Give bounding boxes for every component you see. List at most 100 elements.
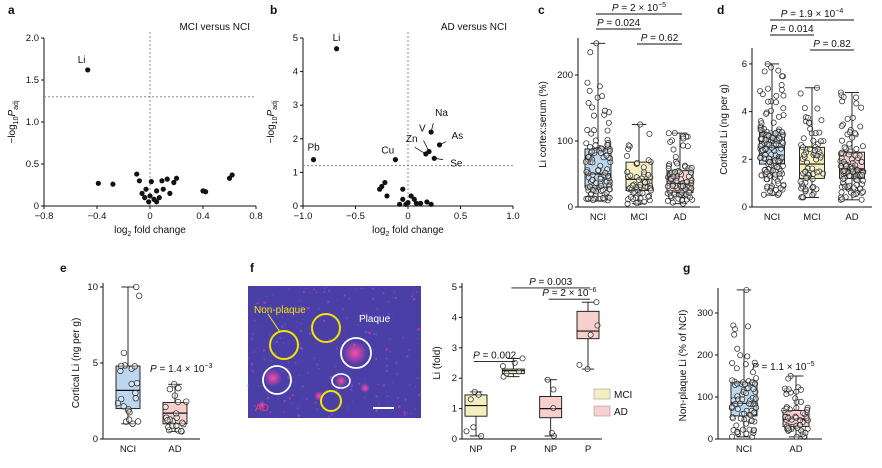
data-point [775, 67, 782, 74]
p-value-label: P = 1.4 × 10−3 [150, 363, 213, 375]
data-point [671, 191, 678, 198]
tissue-speckle [397, 397, 399, 400]
box-mci [624, 121, 654, 207]
tissue-speckle [395, 361, 398, 365]
data-point [428, 201, 434, 207]
tissue-speckle [410, 295, 414, 298]
tissue-speckle [400, 307, 402, 309]
data-point [842, 194, 849, 201]
micrograph: Non-plaque Plaque AD [247, 285, 421, 419]
data-point [775, 180, 782, 187]
plaque-signal [343, 341, 367, 365]
data-point [601, 107, 608, 114]
data-point [762, 152, 769, 158]
data-point [765, 98, 772, 105]
data-point [744, 323, 751, 330]
label-leader-line [267, 313, 281, 333]
data-point [604, 166, 611, 173]
tissue-speckle [375, 395, 378, 398]
legend: MCI AD [593, 388, 632, 418]
y-tick-label: 10 [87, 282, 98, 293]
data-point [760, 191, 767, 198]
tissue-speckle [322, 319, 326, 323]
data-point [683, 191, 689, 198]
data-point [413, 200, 419, 206]
data-point [400, 186, 406, 192]
data-point [799, 194, 806, 200]
tissue-speckle [263, 301, 267, 304]
tissue-speckle [352, 400, 354, 402]
tissue-speckle [363, 396, 366, 399]
tissue-speckle [350, 388, 353, 391]
tissue-speckle [308, 332, 312, 336]
y-tick-label: 1.0 [26, 117, 39, 128]
data-point [820, 170, 827, 177]
p-value-text: = 0.62 [647, 33, 678, 44]
data-point [125, 416, 133, 423]
tissue-speckle [296, 407, 299, 410]
p-value-text: = 1.9 × 10 [787, 9, 835, 20]
p-value-text: = 0.003 [536, 277, 573, 288]
tissue-speckle [269, 411, 272, 414]
p-value-exponent: −5 [658, 2, 666, 9]
data-point [602, 169, 609, 176]
panel-letter: d [717, 3, 724, 17]
tissue-speckle [335, 389, 338, 392]
data-point [597, 175, 604, 182]
data-point [859, 171, 866, 178]
y-tick-label: 3 [293, 100, 298, 111]
data-point [597, 162, 604, 169]
x-tick-label: 1.0 [506, 211, 519, 222]
data-point [142, 195, 148, 201]
p-value-label: P = 2 × 10−6 [542, 287, 596, 299]
data-point [593, 299, 600, 306]
box-ad [162, 381, 190, 435]
data-point [742, 361, 749, 368]
tissue-speckle [307, 371, 310, 374]
data-point [583, 140, 590, 147]
data-point [680, 135, 687, 142]
tissue-speckle [382, 346, 384, 348]
data-point [753, 404, 760, 411]
label-leader-line [423, 140, 430, 152]
x-label-sub: 2 [385, 231, 389, 238]
tissue-speckle [364, 330, 367, 334]
data-point [803, 415, 810, 422]
data-point [773, 99, 779, 106]
data-point [682, 163, 689, 170]
data-point [797, 178, 804, 185]
data-point [838, 123, 845, 130]
tissue-speckle [301, 306, 303, 308]
y-tick-label: 4 [293, 67, 298, 78]
tissue-speckle [405, 411, 408, 414]
tissue-speckle [413, 298, 416, 301]
tissue-speckle [300, 310, 302, 312]
point-label-v: V [419, 124, 426, 135]
data-point [576, 361, 583, 368]
micrograph-label-ad: AD [255, 403, 269, 414]
tissue-speckle [287, 367, 289, 370]
tissue-speckle [317, 367, 320, 371]
x-label-main: log [114, 225, 127, 236]
p-value-label: P = 0.003 [529, 277, 573, 288]
data-point [783, 391, 790, 398]
tissue-speckle [350, 384, 354, 388]
data-point [605, 119, 612, 126]
tissue-speckle [410, 412, 413, 415]
p-value-exponent: −4 [835, 8, 843, 15]
data-point [814, 84, 820, 91]
y-tick-label: 300 [697, 308, 713, 319]
p-letter: P [752, 362, 759, 373]
tissue-speckle [253, 351, 255, 353]
box-nci [728, 286, 760, 440]
tissue-speckle [368, 331, 371, 335]
data-point [786, 406, 793, 413]
data-point [603, 152, 610, 159]
data-point [587, 49, 594, 56]
data-point [800, 409, 807, 416]
data-point [590, 197, 597, 204]
data-point [164, 176, 170, 182]
data-point [810, 184, 817, 190]
tissue-speckle [417, 377, 419, 380]
data-point [840, 176, 847, 182]
